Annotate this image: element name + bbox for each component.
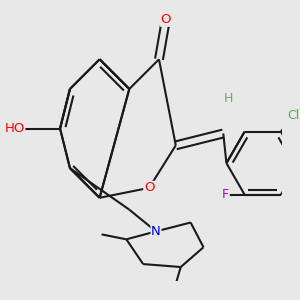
- Text: O: O: [144, 182, 154, 194]
- Text: HO: HO: [4, 122, 25, 135]
- Text: H: H: [224, 92, 233, 105]
- Text: F: F: [222, 188, 229, 201]
- Text: O: O: [160, 13, 171, 26]
- Text: N: N: [151, 225, 161, 238]
- Text: Cl: Cl: [287, 109, 299, 122]
